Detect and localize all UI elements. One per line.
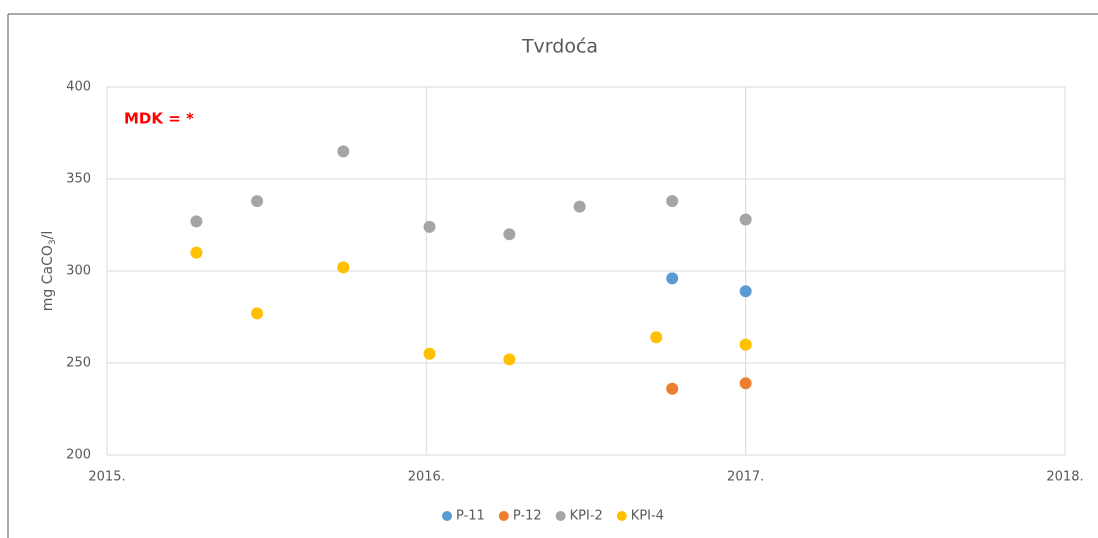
x-tick-label: 2016.	[408, 470, 445, 485]
y-axis-label: mg CaCO3/l	[40, 231, 58, 311]
x-tick-label: 2015.	[88, 470, 125, 485]
legend-label: KPI-2	[570, 509, 603, 524]
point	[423, 220, 436, 233]
point	[190, 215, 203, 228]
y-tick-label: 200	[66, 448, 91, 463]
y-tick-label: 300	[66, 264, 91, 279]
point	[573, 200, 586, 213]
legend-marker	[498, 511, 509, 521]
y-tick-label: 350	[66, 172, 91, 187]
point	[739, 377, 752, 390]
legend-label: P-11	[456, 509, 485, 524]
point	[503, 228, 516, 241]
point	[666, 195, 679, 208]
annotation: MDK = *	[124, 110, 194, 128]
point	[666, 382, 679, 395]
point	[337, 145, 350, 158]
legend-marker	[442, 511, 453, 521]
legend-marker	[616, 511, 627, 521]
point	[337, 261, 350, 274]
x-tick-label: 2018.	[1046, 470, 1083, 485]
point	[739, 213, 752, 226]
y-tick-label: 400	[66, 80, 91, 95]
legend-label: KPI-4	[631, 509, 664, 524]
chart-title: Tvrdoća	[521, 36, 598, 58]
point	[190, 246, 203, 259]
y-tick-label: 250	[66, 356, 91, 371]
y-label-part: /l	[40, 231, 56, 240]
point	[650, 331, 663, 344]
point	[666, 272, 679, 285]
point	[251, 307, 264, 320]
point	[739, 285, 752, 298]
x-tick-label: 2017.	[727, 470, 764, 485]
point	[739, 338, 752, 351]
legend-marker	[555, 511, 566, 521]
legend-label: P-12	[513, 509, 542, 524]
y-label-part: mg CaCO	[40, 245, 56, 311]
point	[251, 195, 264, 208]
point	[423, 347, 436, 360]
point	[503, 353, 516, 366]
y-label-sub: 3	[48, 239, 58, 245]
